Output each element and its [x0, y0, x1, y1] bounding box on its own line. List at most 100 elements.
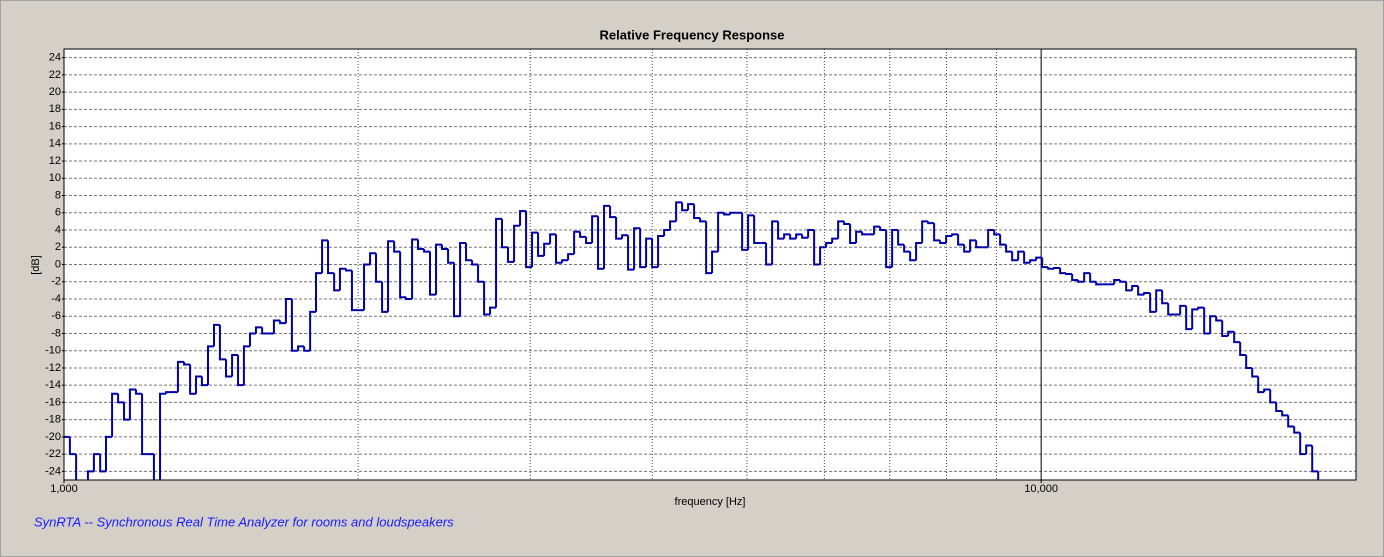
- chart-title: Relative Frequency Response: [600, 27, 785, 42]
- step-segment: [729, 211, 737, 215]
- step-segment: [927, 221, 935, 225]
- step-segment: [284, 297, 292, 324]
- y-tick-label: 4: [55, 224, 61, 236]
- step-segment: [993, 230, 1001, 236]
- step-segment: [561, 259, 569, 263]
- step-segment: [165, 391, 173, 394]
- step-segment: [699, 217, 707, 223]
- step-segment: [237, 355, 244, 387]
- step-segment: [1263, 388, 1271, 393]
- step-segment: [500, 218, 509, 249]
- step-segment: [675, 201, 683, 222]
- step-segment: [387, 240, 395, 312]
- step-segment: [176, 360, 185, 393]
- step-segment: [447, 248, 455, 264]
- step-segment: [1305, 444, 1313, 455]
- step-segment: [399, 251, 407, 299]
- step-segment: [338, 267, 347, 291]
- y-tick-label: -4: [51, 293, 61, 305]
- step-segment: [1143, 291, 1151, 295]
- step-segment: [807, 229, 815, 238]
- step-segment: [68, 436, 77, 456]
- step-segment: [261, 327, 268, 335]
- step-segment: [831, 237, 839, 243]
- step-segment: [405, 297, 413, 300]
- step-segment: [855, 230, 863, 243]
- step-segment: [1035, 256, 1043, 261]
- step-segment: [885, 230, 893, 269]
- x-tick-label: 1,000: [50, 483, 78, 495]
- step-segment: [849, 223, 857, 244]
- step-segment: [705, 221, 713, 275]
- step-segment: [1005, 244, 1013, 253]
- step-segment: [1071, 273, 1079, 282]
- step-segment: [417, 239, 425, 250]
- step-segment: [1209, 315, 1217, 334]
- step-segment: [1137, 286, 1145, 296]
- y-tick-label: -12: [45, 362, 61, 374]
- step-segment: [465, 242, 473, 262]
- series: [64, 201, 1320, 480]
- step-segment: [111, 392, 119, 437]
- step-segment: [975, 240, 983, 249]
- step-segment: [75, 454, 78, 480]
- step-segment: [513, 224, 521, 262]
- step-segment: [218, 324, 227, 361]
- step-segment: [327, 240, 335, 275]
- y-tick-label: 2: [55, 241, 61, 253]
- step-segment: [189, 364, 197, 395]
- step-segment: [777, 221, 785, 240]
- step-segment: [1215, 316, 1223, 322]
- step-segment: [345, 268, 352, 272]
- step-segment: [525, 211, 533, 269]
- step-segment: [1119, 280, 1127, 283]
- step-segment: [999, 234, 1007, 246]
- y-tick-label: 6: [55, 207, 61, 219]
- step-segment: [363, 263, 371, 311]
- y-tick-label: 0: [55, 258, 61, 270]
- step-segment: [290, 298, 299, 352]
- step-segment: [1203, 307, 1211, 335]
- step-segment: [549, 233, 557, 244]
- step-segment: [609, 205, 617, 219]
- step-segment: [321, 239, 329, 274]
- step-segment: [117, 393, 125, 404]
- step-segment: [969, 239, 977, 252]
- step-segment: [603, 204, 611, 269]
- step-segment: [639, 228, 647, 269]
- step-segment: [1149, 292, 1157, 313]
- y-tick-label: 10: [49, 172, 61, 184]
- step-segment: [231, 354, 239, 377]
- step-segment: [765, 242, 773, 266]
- y-tick-label: -14: [45, 379, 61, 391]
- step-segment: [723, 212, 731, 216]
- y-tick-label: 18: [49, 103, 61, 115]
- step-segment: [1299, 432, 1307, 456]
- step-segment: [825, 241, 833, 248]
- step-segment: [627, 235, 635, 271]
- step-segment: [1155, 289, 1163, 312]
- step-segment: [86, 470, 94, 480]
- step-segment: [1047, 267, 1055, 270]
- step-segment: [933, 223, 941, 242]
- step-segment: [633, 227, 641, 270]
- step-segment: [585, 236, 593, 244]
- step-segment: [555, 234, 563, 264]
- step-segment: [1029, 259, 1037, 263]
- step-segment: [393, 241, 401, 253]
- y-tick-label: -20: [45, 431, 61, 443]
- step-segment: [801, 234, 809, 239]
- step-segment: [1293, 426, 1301, 434]
- step-segment: [537, 232, 545, 257]
- y-tick-label: 8: [55, 189, 61, 201]
- step-segment: [753, 215, 761, 244]
- step-segment: [471, 260, 479, 266]
- step-segment: [435, 243, 443, 295]
- x-axis-label: frequency [Hz]: [675, 496, 746, 508]
- step-segment: [333, 273, 340, 292]
- step-segment: [152, 454, 155, 480]
- step-segment: [135, 389, 143, 395]
- step-segment: [957, 234, 965, 246]
- step-segment: [1089, 273, 1097, 283]
- step-segment: [783, 233, 791, 239]
